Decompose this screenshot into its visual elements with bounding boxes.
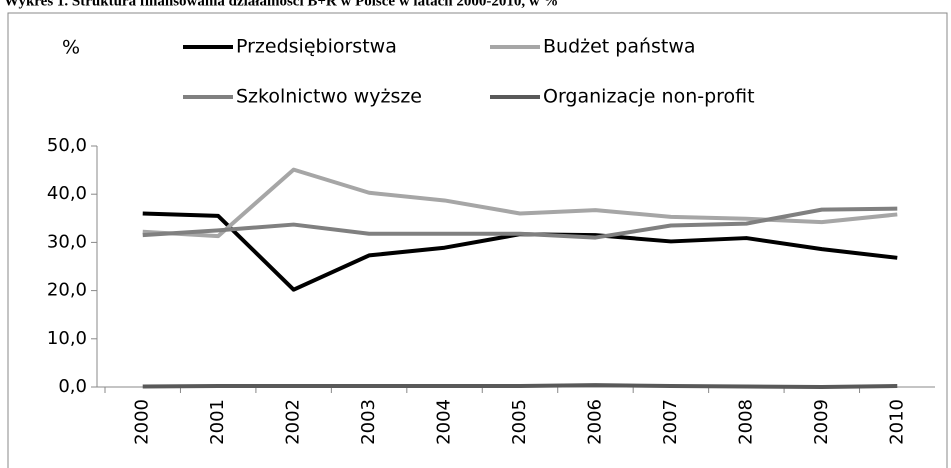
chart-title: Wykres 1. Struktura finansowania działal… — [4, 0, 558, 9]
y-tick-label: 0,0 — [58, 376, 87, 397]
chart-frame — [7, 12, 948, 468]
y-tick-label: 40,0 — [47, 183, 87, 204]
legend-label: Szkolnictwo wyższe — [236, 86, 422, 108]
series-line — [142, 206, 898, 240]
x-tick-label: 2006 — [584, 399, 605, 445]
x-tick-label: 2008 — [735, 399, 756, 445]
x-tick-label: 2010 — [886, 399, 907, 445]
y-tick-label: 10,0 — [47, 328, 87, 349]
y-tick-label: 20,0 — [47, 280, 87, 301]
x-tick-label: 2007 — [660, 399, 681, 445]
x-tick-label: 2001 — [207, 399, 228, 445]
x-tick-label: 2004 — [434, 399, 455, 445]
legend-label: Organizacje non-profit — [543, 86, 755, 108]
y-axis-label: % — [62, 37, 80, 59]
x-tick-label: 2005 — [509, 399, 530, 445]
x-tick-label: 2000 — [132, 399, 153, 445]
legend-label: Przedsiębiorstwa — [236, 36, 397, 58]
legend-label: Budżet państwa — [543, 36, 696, 58]
series-line — [142, 383, 898, 389]
x-tick-label: 2009 — [811, 399, 832, 445]
x-tick-label: 2003 — [358, 399, 379, 445]
y-tick-label: 50,0 — [47, 135, 87, 156]
y-tick-label: 30,0 — [47, 231, 87, 252]
series-line — [142, 211, 898, 292]
x-tick-label: 2002 — [283, 399, 304, 445]
